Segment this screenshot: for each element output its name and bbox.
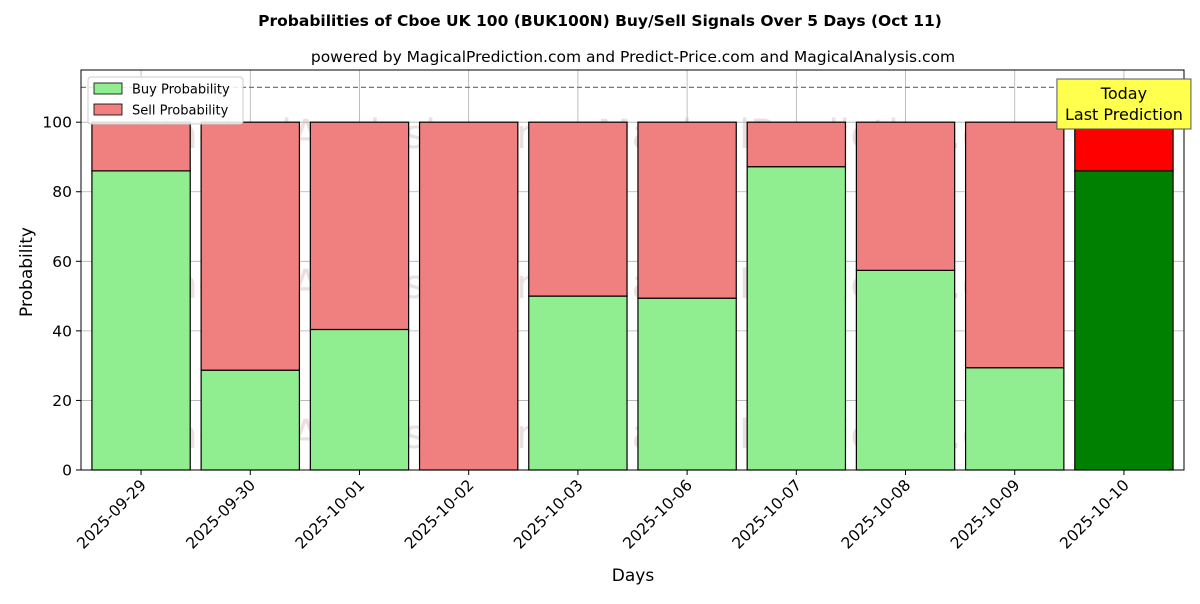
bars-layer <box>91 121 1174 471</box>
x-tick-label: 2025-09-29 <box>73 476 149 552</box>
annotation-layer: Today Last Prediction <box>1056 78 1192 130</box>
y-tick-label: 0 <box>62 462 72 480</box>
x-tick-label: 2025-09-30 <box>183 476 259 552</box>
sell-bar <box>91 121 191 172</box>
buy-bar <box>746 166 847 471</box>
x-tick-label: 2025-10-06 <box>619 476 695 552</box>
buy-bar <box>855 269 956 471</box>
sell-bar <box>309 121 410 331</box>
sell-bar <box>746 121 847 168</box>
sell-bar <box>637 121 737 299</box>
legend-swatch <box>93 82 123 95</box>
x-tick-label: 2025-10-09 <box>947 476 1023 552</box>
x-axis-label: Days <box>612 566 655 586</box>
x-tick-label: 2025-10-03 <box>510 476 586 552</box>
buy-bar <box>964 367 1065 471</box>
y-tick-label: 40 <box>52 322 72 340</box>
x-tick-label: 2025-10-07 <box>729 476 805 552</box>
sell-bar <box>528 121 628 297</box>
sell-bar <box>1074 121 1174 172</box>
chart-subtitle: powered by MagicalPrediction.com and Pre… <box>311 48 955 66</box>
annotation-text: Last Prediction <box>1065 105 1183 124</box>
y-tick-label: 60 <box>52 253 72 271</box>
y-tick-label: 100 <box>42 114 72 132</box>
legend-box <box>87 76 244 125</box>
buy-bar <box>528 295 628 471</box>
y-axis-label: Probability <box>17 227 37 317</box>
buy-bar <box>91 170 191 471</box>
legend-label: Buy Probability <box>132 83 230 98</box>
legend-swatch <box>93 103 123 116</box>
x-tick-label: 2025-10-01 <box>292 476 368 552</box>
sell-bar <box>964 121 1065 369</box>
sell-bar <box>855 121 956 271</box>
sell-bar <box>200 121 301 371</box>
plot-frame <box>80 69 1185 471</box>
annotation-box <box>1056 78 1192 130</box>
x-tick-label: 2025-10-02 <box>401 476 477 552</box>
buy-bar <box>200 369 301 471</box>
legend: Buy Probability Sell Probability <box>87 76 244 125</box>
x-tick-label: 2025-10-08 <box>838 476 914 552</box>
legend-label: Sell Probability <box>132 104 229 119</box>
sell-bar <box>418 121 519 471</box>
chart-title: Probabilities of Cboe UK 100 (BUK100N) B… <box>258 12 942 30</box>
annotation-text: Today <box>1100 84 1147 103</box>
x-tick-label: 2025-10-10 <box>1056 476 1132 552</box>
y-tick-label: 80 <box>52 183 72 201</box>
y-tick-label: 20 <box>52 392 72 410</box>
buy-bar <box>309 328 410 471</box>
buy-bar <box>1074 170 1174 471</box>
buy-bar <box>637 297 737 471</box>
